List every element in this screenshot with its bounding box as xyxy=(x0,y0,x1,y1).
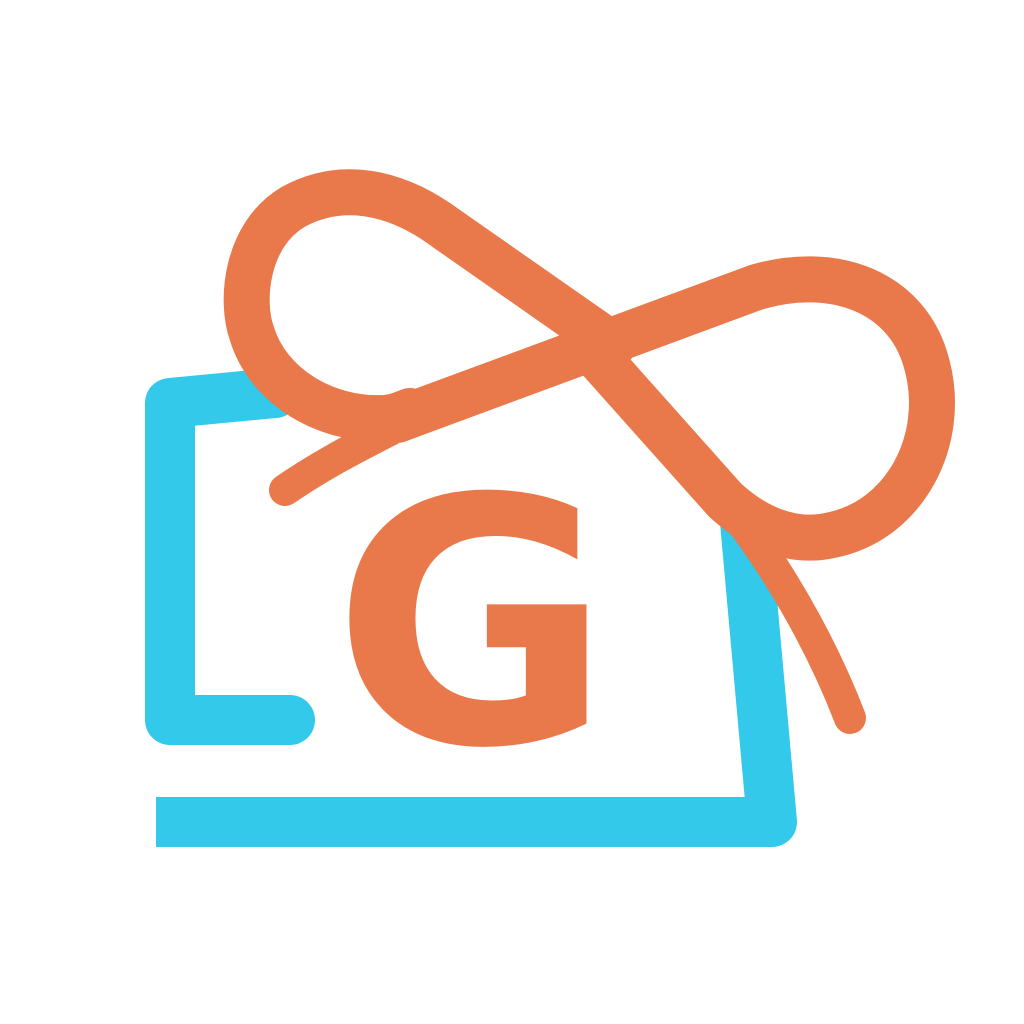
ribbon-right-tail xyxy=(709,484,866,734)
logo-letter: G xyxy=(332,427,611,823)
ribbon-left-tail xyxy=(269,414,406,506)
card-right-bottom-edge xyxy=(156,519,797,847)
ribbon-right-loop xyxy=(570,256,955,561)
card-left-bracket xyxy=(145,368,315,745)
